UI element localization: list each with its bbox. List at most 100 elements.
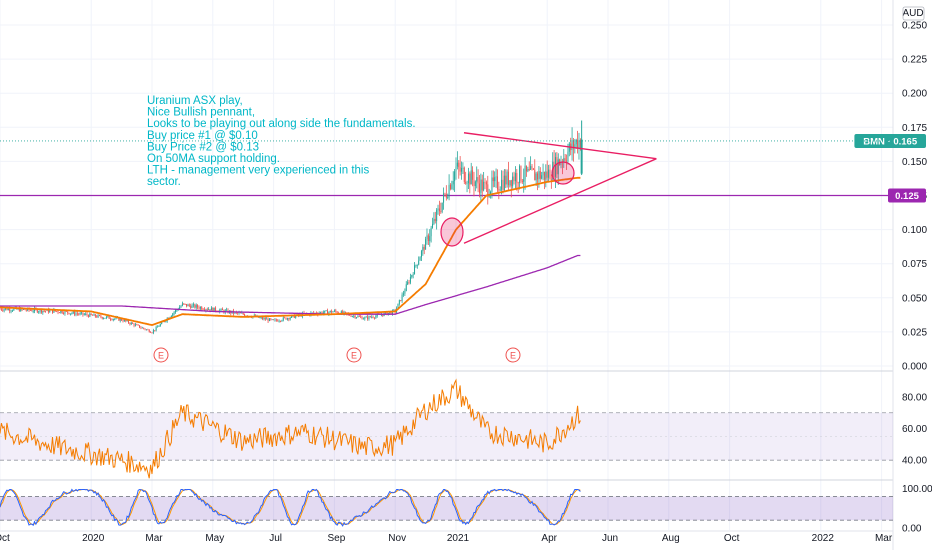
candle-body — [548, 169, 550, 178]
candle-body — [514, 173, 516, 182]
candle-body — [422, 246, 424, 252]
candle-body — [263, 317, 265, 319]
highlight-circles — [440, 161, 575, 247]
price-tick-label: 0.100 — [902, 225, 927, 236]
candle-body — [155, 326, 157, 331]
candle-body — [0, 308, 1, 310]
candle-body — [572, 140, 574, 149]
candle-body — [409, 277, 411, 283]
candle-body — [268, 318, 270, 322]
candle-body — [105, 316, 107, 318]
candle-body — [114, 318, 116, 320]
candle-body — [284, 317, 286, 319]
candle-body — [441, 202, 443, 212]
candle-body — [343, 311, 345, 314]
candle-body — [78, 313, 80, 315]
candle-body — [148, 329, 150, 333]
candle-body — [9, 308, 11, 311]
candle-body — [324, 310, 326, 313]
candle-body — [517, 182, 519, 184]
candle-body — [96, 316, 98, 318]
candle-body — [469, 173, 471, 185]
candle-body — [190, 305, 192, 308]
candle-body — [534, 169, 536, 181]
candle-body — [145, 329, 147, 331]
price-tick-label: 0.225 — [902, 55, 927, 66]
annotation-line: sector. — [147, 176, 181, 188]
candle-body — [133, 323, 135, 326]
earnings-marker-icon — [153, 347, 169, 363]
candle-body — [132, 322, 134, 324]
candle-body — [402, 293, 404, 295]
candle-body — [364, 317, 366, 319]
stoch-tick-label: 0.00 — [902, 524, 922, 535]
candle-body — [474, 181, 476, 187]
candle-body — [437, 208, 439, 210]
candle-body — [213, 307, 215, 312]
candle-body — [404, 291, 406, 294]
time-tick-label: 2022 — [812, 533, 835, 544]
buy-zone-circle-2 — [551, 161, 575, 185]
candle-body — [188, 304, 190, 306]
candle-body — [525, 165, 527, 172]
candle-body — [564, 158, 566, 161]
candle-body — [81, 312, 83, 314]
candle-body — [483, 181, 485, 191]
candle-body — [429, 236, 431, 242]
candle-body — [204, 309, 206, 311]
candle-body — [407, 282, 409, 285]
candle-body — [476, 177, 478, 182]
candle-body — [206, 309, 208, 311]
candle-body — [181, 303, 183, 306]
candle-body — [449, 184, 451, 190]
candle-body — [415, 265, 417, 266]
rsi-tick-label: 40.00 — [902, 456, 927, 467]
candle-body — [100, 315, 102, 318]
candle-body — [467, 173, 469, 184]
candle-body — [427, 235, 429, 242]
earnings-marker-label: E — [158, 351, 164, 361]
candle-body — [361, 316, 363, 320]
candle-body — [63, 313, 65, 314]
candle-body — [432, 223, 434, 228]
grid-lines — [0, 0, 894, 550]
candle-body — [42, 310, 44, 313]
candle-body — [32, 311, 34, 312]
candle-body — [278, 320, 280, 322]
candle-body — [199, 307, 201, 309]
candle-body — [386, 311, 388, 315]
price-axis[interactable]: AUD0.2500.2250.2000.1750.1500.1250.1000.… — [902, 6, 932, 535]
candle-body — [508, 171, 510, 186]
candle-body — [472, 170, 474, 180]
candle-body — [69, 313, 71, 315]
candle-body — [176, 309, 178, 311]
candle-body — [122, 320, 124, 322]
candle-body — [553, 161, 555, 177]
candle-body — [353, 315, 355, 317]
candle-body — [372, 316, 374, 318]
candle-body — [266, 318, 268, 320]
candle-body — [510, 180, 512, 187]
candle-body — [6, 308, 8, 311]
trade-annotation[interactable]: Uranium ASX play,Nice Bullish pennant,Lo… — [147, 95, 416, 188]
time-tick-label: 2021 — [447, 533, 470, 544]
candle-body — [513, 176, 515, 182]
candle-body — [90, 313, 92, 315]
candle-body — [531, 166, 533, 169]
candle-body — [119, 318, 121, 321]
pennant-drawing[interactable] — [463, 132, 657, 244]
candle-body — [405, 284, 407, 292]
candle-body — [408, 282, 410, 283]
candle-body — [3, 309, 5, 311]
candlestick-series — [0, 120, 583, 335]
candle-body — [416, 264, 418, 266]
candle-body — [60, 310, 62, 313]
price-badge-label: 0.125 — [895, 191, 919, 202]
candle-body — [350, 315, 352, 317]
candle-body — [195, 305, 197, 308]
time-axis[interactable]: Oct 2020 Mar May Jul Sep Nov 2021 Apr Jun Aug Oct 20… — [0, 533, 893, 544]
candle-body — [487, 184, 489, 197]
candle-body — [528, 168, 530, 170]
